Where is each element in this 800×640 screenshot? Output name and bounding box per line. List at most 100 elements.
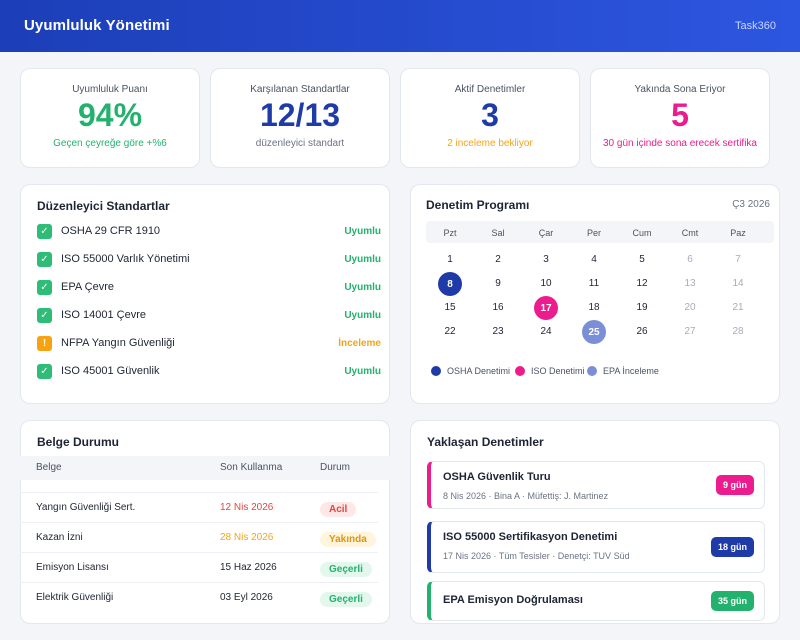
weekday-label: Per (586, 228, 601, 238)
calendar-day[interactable]: 13 (684, 278, 696, 289)
standard-row[interactable]: ! NFPA Yangın Güvenliği İnceleme (37, 333, 381, 353)
days-remaining-badge: 9 gün (716, 475, 754, 495)
calendar-day[interactable]: 9 (495, 278, 501, 289)
standard-name: NFPA Yangın Güvenliği (61, 337, 175, 349)
legend-dot-icon (515, 366, 525, 376)
standard-row[interactable]: ✓ OSHA 29 CFR 1910 Uyumlu (37, 221, 381, 241)
stat-card-standards-met: Karşılanan Standartlar 12/13 düzenleyici… (210, 68, 390, 168)
card-title: Yaklaşan Denetimler (427, 435, 544, 449)
calendar-day-event[interactable]: 8 (438, 272, 462, 296)
audit-meta: 8 Nis 2026 · Bina A · Müfettiş: J. Marti… (443, 491, 609, 501)
calendar-day[interactable]: 10 (540, 278, 552, 289)
check-icon: ✓ (37, 363, 52, 379)
document-expiry: 15 Haz 2026 (220, 562, 277, 573)
stat-subtext: Geçen çeyreğe göre +%6 (53, 138, 167, 149)
weekday-label: Çar (538, 228, 554, 238)
calendar-day[interactable]: 1 (447, 254, 453, 265)
regulatory-standards-card: Düzenleyici Standartlar ✓ OSHA 29 CFR 191… (20, 184, 390, 404)
calendar-day[interactable]: 23 (492, 326, 504, 337)
stat-subtext: 30 gün içinde sona erecek sertifika (603, 138, 757, 149)
status-badge: Yakında (320, 532, 376, 547)
calendar-day-event[interactable]: 17 (534, 296, 558, 320)
weekday-label: Cmt (681, 228, 699, 238)
calendar-day[interactable]: 21 (732, 302, 744, 313)
calendar-day[interactable]: 26 (636, 326, 648, 337)
weekday-label: Cum (632, 228, 652, 238)
standard-status: Uyumlu (344, 253, 381, 265)
weekday-label: Sal (491, 228, 505, 238)
audit-title: ISO 55000 Sertifikasyon Denetimi (443, 531, 618, 543)
calendar-day[interactable]: 19 (636, 302, 648, 313)
upcoming-audit-item[interactable]: OSHA Güvenlik Turu 8 Nis 2026 · Bina A · … (427, 461, 765, 509)
page-title: Uyumluluk Yönetimi (24, 17, 170, 34)
calendar-day[interactable]: 20 (684, 302, 696, 313)
standard-name: ISO 55000 Varlık Yönetimi (61, 253, 190, 265)
status-badge: Acil (320, 502, 357, 517)
table-row[interactable]: Yangın Güvenliği Sert. 12 Nis 2026 Acil (20, 492, 378, 522)
legend-dot-icon (587, 366, 597, 376)
table-row[interactable]: Emisyon Lisansı 15 Haz 2026 Geçerli (20, 552, 378, 582)
app-header: Uyumluluk Yönetimi Task360 (0, 0, 800, 52)
standard-status: Uyumlu (344, 309, 381, 321)
calendar-day[interactable]: 16 (492, 302, 504, 313)
stat-value: 94% (77, 97, 143, 133)
stat-value: 12/13 (259, 97, 341, 133)
calendar-day[interactable]: 6 (687, 254, 693, 265)
weekday-label: Paz (730, 228, 746, 238)
standard-status: İnceleme (338, 337, 381, 349)
calendar-day[interactable]: 24 (540, 326, 552, 337)
calendar-day[interactable]: 11 (588, 278, 600, 289)
table-row[interactable]: Elektrik Güvenliği 03 Eyl 2026 Geçerli (20, 582, 378, 612)
upcoming-audit-item[interactable]: EPA Emisyon Doğrulaması 35 gün (427, 581, 765, 621)
standard-status: Uyumlu (344, 281, 381, 293)
calendar-day[interactable]: 14 (732, 278, 744, 289)
calendar-day[interactable]: 5 (639, 254, 645, 265)
standard-name: ISO 14001 Çevre (61, 309, 146, 321)
standard-row[interactable]: ✓ EPA Çevre Uyumlu (37, 277, 381, 297)
document-expiry: 28 Nis 2026 (220, 532, 274, 543)
legend-label: ISO Denetimi (531, 366, 585, 376)
calendar-period[interactable]: Ç3 2026 (732, 199, 770, 210)
upcoming-audit-item[interactable]: ISO 55000 Sertifikasyon Denetimi 17 Nis 2… (427, 521, 765, 573)
standard-row[interactable]: ✓ ISO 45001 Güvenlik Uyumlu (37, 361, 381, 381)
calendar-day[interactable]: 15 (444, 302, 456, 313)
calendar-day-event[interactable]: 25 (582, 320, 606, 344)
stat-card-compliance-score: Uyumluluk Puanı 94% Geçen çeyreğe göre +… (20, 68, 200, 168)
stat-value: 3 (481, 97, 499, 133)
legend-item: EPA İnceleme (587, 366, 659, 376)
card-title: Denetim Programı (426, 198, 530, 212)
calendar-day[interactable]: 28 (732, 326, 744, 337)
document-name: Kazan İzni (36, 532, 83, 543)
check-icon: ✓ (37, 307, 52, 323)
calendar-day[interactable]: 3 (543, 254, 549, 265)
standard-row[interactable]: ✓ ISO 14001 Çevre Uyumlu (37, 305, 381, 325)
column-header-status: Durum (320, 462, 351, 473)
audit-title: OSHA Güvenlik Turu (443, 471, 551, 483)
status-badge: Geçerli (320, 592, 372, 607)
calendar-day[interactable]: 27 (684, 326, 696, 337)
calendar-day[interactable]: 22 (444, 326, 456, 337)
document-table-header: Belge Son Kullanma Durum (20, 456, 390, 480)
calendar-day[interactable]: 7 (735, 254, 741, 265)
table-row[interactable]: Kazan İzni 28 Nis 2026 Yakında (20, 522, 378, 552)
stat-card-active-audits: Aktif Denetimler 3 2 inceleme bekliyor (400, 68, 580, 168)
stat-label: Aktif Denetimler (454, 84, 526, 95)
standard-row[interactable]: ✓ ISO 55000 Varlık Yönetimi Uyumlu (37, 249, 381, 269)
upcoming-audits-card: Yaklaşan Denetimler OSHA Güvenlik Turu 8 … (410, 420, 780, 624)
days-remaining-badge: 35 gün (710, 591, 754, 611)
stat-subtext: 2 inceleme bekliyor (447, 138, 533, 149)
calendar-day[interactable]: 12 (636, 278, 648, 289)
calendar-day[interactable]: 4 (591, 254, 597, 265)
days-remaining-badge: 18 gün (710, 537, 754, 557)
calendar-weekday-header (426, 221, 774, 243)
calendar-day[interactable]: 18 (588, 302, 600, 313)
standard-name: OSHA 29 CFR 1910 (61, 225, 161, 237)
document-expiry: 12 Nis 2026 (220, 502, 274, 513)
standard-status: Uyumlu (344, 225, 381, 237)
stat-label: Yakında Sona Eriyor (634, 84, 726, 95)
weekday-label: Pzt (443, 228, 457, 238)
stat-card-expiring-soon: Yakında Sona Eriyor 5 30 gün içinde sona… (590, 68, 770, 168)
standard-name: ISO 45001 Güvenlik (61, 365, 160, 377)
column-header-expiry: Son Kullanma (220, 462, 283, 473)
calendar-day[interactable]: 2 (495, 254, 501, 265)
